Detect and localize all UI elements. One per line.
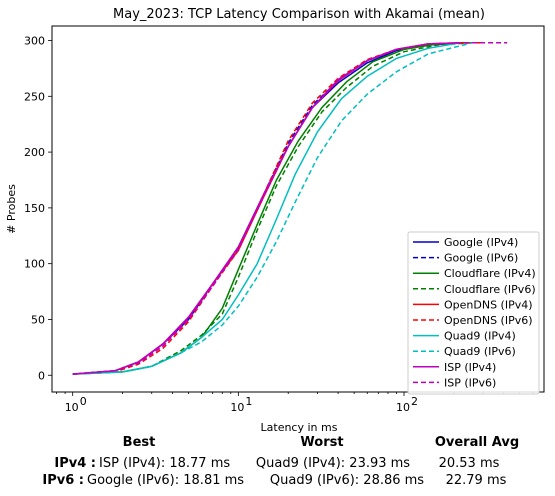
summary-row-ipv6-overall: 22.79 ms [446, 473, 507, 488]
y-tick-label: 100 [24, 258, 45, 271]
summary-row-ipv6-label: IPv6 : [42, 473, 84, 488]
summary-row-ipv4-label: IPv4 : [54, 456, 96, 471]
summary-row-ipv4-overall: 20.53 ms [439, 456, 500, 471]
series-line [72, 41, 473, 375]
legend-label: Cloudflare (IPv4) [444, 267, 536, 280]
legend-label: OpenDNS (IPv6) [444, 314, 533, 327]
legend-label: OpenDNS (IPv4) [444, 298, 533, 311]
x-axis-label: Latency in ms [261, 421, 338, 434]
y-tick-label: 50 [31, 313, 45, 326]
series-line [72, 41, 461, 375]
legend-label: Quad9 (IPv6) [444, 345, 516, 358]
y-tick-label: 0 [38, 369, 45, 382]
series-line [72, 41, 508, 375]
series-layer [72, 41, 508, 375]
summary-row-ipv4-worst: Quad9 (IPv4): 23.93 ms [256, 456, 410, 471]
x-tick-exponent: 1 [245, 395, 252, 408]
legend-label: ISP (IPv4) [444, 361, 496, 374]
x-tick-label: 10 [396, 401, 410, 414]
summary-row-ipv6-best: Google (IPv6): 18.81 ms [87, 473, 244, 488]
y-tick-label: 200 [24, 146, 45, 159]
summary-header-overall: Overall Avg [435, 435, 519, 450]
x-tick-label: 10 [65, 401, 79, 414]
y-axis: 0 50 100 150 200 250 300 [24, 35, 52, 382]
legend-label: Quad9 (IPv4) [444, 330, 516, 343]
legend-label: Google (IPv6) [444, 252, 518, 265]
y-axis-label: # Probes [5, 184, 18, 234]
legend-label: Google (IPv4) [444, 236, 518, 249]
legend-box [407, 231, 540, 395]
chart-title: May_2023: TCP Latency Comparison with Ak… [113, 7, 485, 22]
summary-header-best: Best [123, 435, 156, 450]
x-axis: 10 0 10 1 10 2 [56, 392, 534, 414]
series-line [72, 41, 473, 375]
summary-header-worst: Worst [300, 435, 343, 450]
legend: Google (IPv4) Google (IPv6) Cloudflare (IP… [407, 231, 540, 395]
summary-row-ipv6-worst: Quad9 (IPv6): 28.86 ms [270, 473, 424, 488]
x-tick-exponent: 0 [80, 395, 87, 408]
plot-frame [51, 25, 545, 393]
legend-label: ISP (IPv6) [444, 376, 496, 389]
x-tick-exponent: 2 [411, 395, 418, 408]
y-tick-label: 250 [24, 90, 45, 103]
series-line [72, 41, 483, 375]
y-tick-label: 150 [24, 202, 45, 215]
x-tick-label: 10 [230, 401, 244, 414]
y-tick-label: 300 [24, 35, 45, 48]
legend-label: Cloudflare (IPv6) [444, 283, 536, 296]
summary-table: Best Worst Overall Avg IPv4 : ISP (IPv4)… [42, 435, 519, 488]
summary-row-ipv4-best: ISP (IPv4): 18.77 ms [99, 456, 230, 471]
